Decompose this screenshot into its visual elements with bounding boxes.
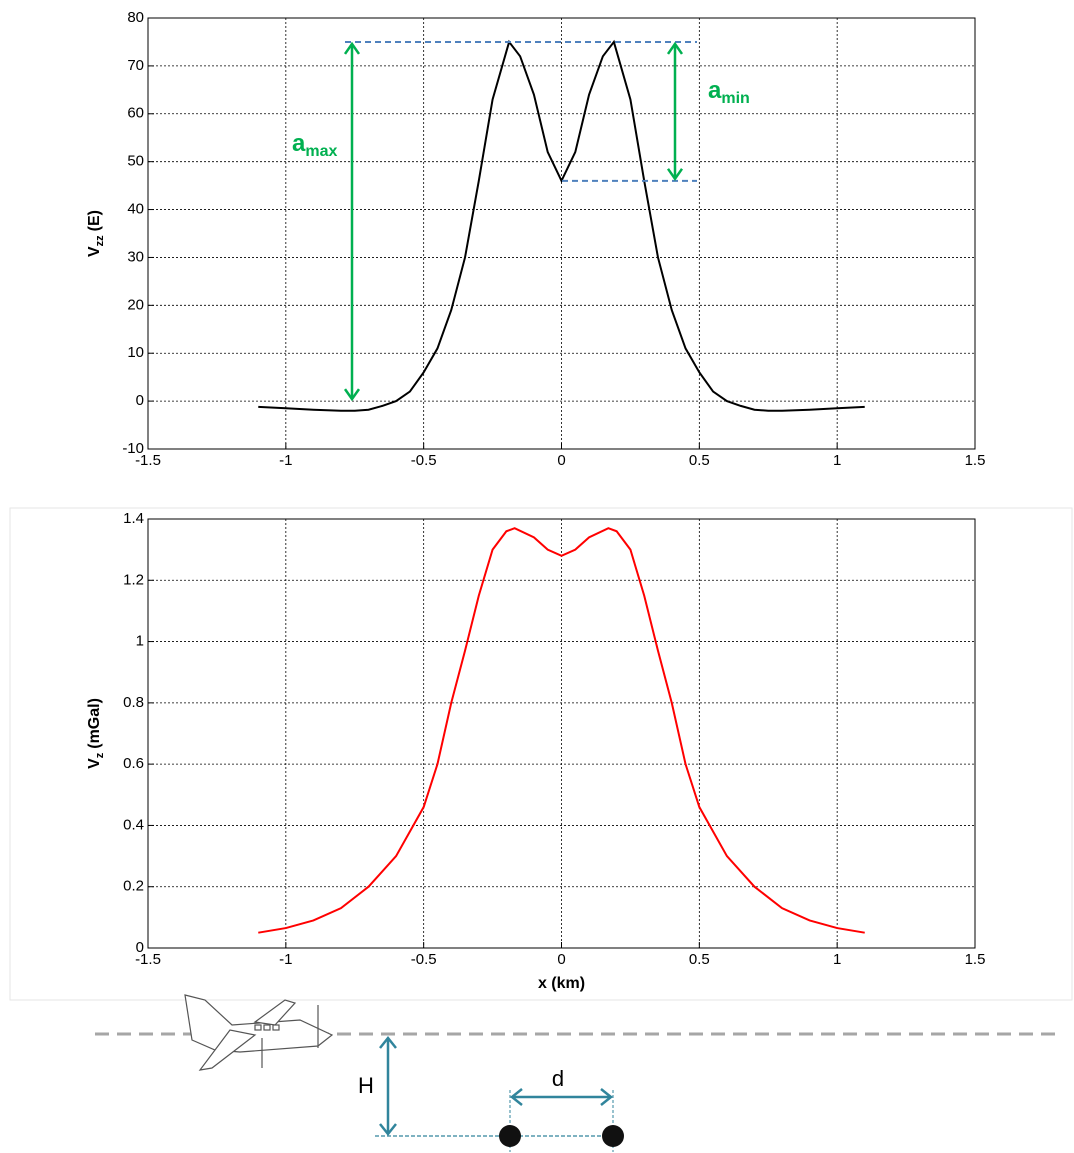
- x-axis-label: x (km): [538, 975, 585, 992]
- arrowheads: [343, 41, 361, 402]
- y-tick-label: 40: [127, 201, 144, 218]
- y-axis-label: Vz (mGal): [86, 698, 106, 769]
- source-mass: [602, 1125, 624, 1147]
- airplane-icon: [184, 994, 334, 1071]
- x-tick-label: -1: [279, 951, 292, 968]
- amplitude-label: amin: [708, 77, 750, 107]
- chart: -1.5 -1 -0.5 0 0.5 1 1.5 0 0.2 0.4 0.6 0.8 1 1.2 1.4 Vz…: [86, 510, 985, 992]
- x-tick-label: -0.5: [411, 951, 437, 968]
- label-main: a: [292, 130, 306, 157]
- x-tick-label: 0: [557, 951, 565, 968]
- x-tick-label: 1: [833, 452, 841, 469]
- plot-frame: [147, 518, 976, 949]
- y-tick-label: 1.2: [123, 571, 144, 588]
- label-main: a: [708, 77, 722, 104]
- y-tick-label: 0.2: [123, 878, 144, 895]
- x-tick-label: 1.5: [965, 951, 986, 968]
- y-tick-label: 20: [127, 296, 144, 313]
- label-subscript: max: [305, 143, 337, 160]
- y-tick-label: 0.4: [123, 816, 144, 833]
- distance-arrowheads: [509, 1088, 614, 1106]
- y-tick-label: 0: [136, 392, 144, 409]
- y-tick-label: 10: [127, 344, 144, 361]
- y-tick-label: 30: [127, 248, 144, 265]
- x-tick-label: 0.5: [689, 951, 710, 968]
- y-tick-label: 0.8: [123, 694, 144, 711]
- label-subscript: min: [721, 90, 749, 107]
- y-tick-label: 1.4: [123, 510, 144, 527]
- panel-border: [9, 507, 1073, 1001]
- data-line: [258, 39, 865, 412]
- plot-area: [148, 18, 975, 449]
- y-label-unit: (E): [86, 210, 103, 231]
- y-label-symbol: V: [86, 246, 103, 257]
- y-label-symbol: V: [86, 758, 103, 769]
- x-tick-label: -0.5: [411, 452, 437, 469]
- y-tick-label: -10: [122, 440, 144, 457]
- data-line: [258, 527, 865, 934]
- x-tick-label: 1: [833, 951, 841, 968]
- y-axis-label: Vzz (E): [86, 210, 106, 257]
- amplitude-label: amax: [292, 130, 337, 160]
- y-tick-label: 50: [127, 153, 144, 170]
- x-tick-label: -1: [279, 452, 292, 469]
- source-mass: [499, 1125, 521, 1147]
- height-arrowheads: [379, 1035, 397, 1137]
- x-tick-label: 1.5: [965, 452, 986, 469]
- y-label-subscript: zz: [94, 235, 106, 247]
- x-tick-label: 0.5: [689, 452, 710, 469]
- x-tick-label: -1.5: [135, 452, 161, 469]
- survey-diagram: H d: [95, 994, 1062, 1152]
- chart: -1.5 -1 -0.5 0 0.5 1 1.5 -10 0 10 20 30 40 50 60 70 80 Vz…: [86, 9, 985, 469]
- y-tick-label: 0.6: [123, 755, 144, 772]
- y-tick-label: 0: [136, 939, 144, 956]
- height-label: H: [358, 1073, 374, 1098]
- y-label-unit: (mGal): [86, 698, 103, 749]
- y-label-subscript: z: [94, 752, 106, 758]
- x-tick-label: -1.5: [135, 951, 161, 968]
- arrowheads: [666, 41, 684, 182]
- distance-label: d: [552, 1066, 564, 1091]
- y-tick-label: 60: [127, 105, 144, 122]
- plot-frame: [147, 17, 976, 450]
- y-tick-label: 1: [136, 633, 144, 650]
- y-tick-label: 70: [127, 57, 144, 74]
- y-tick-label: 80: [127, 9, 144, 26]
- x-tick-label: 0: [557, 452, 565, 469]
